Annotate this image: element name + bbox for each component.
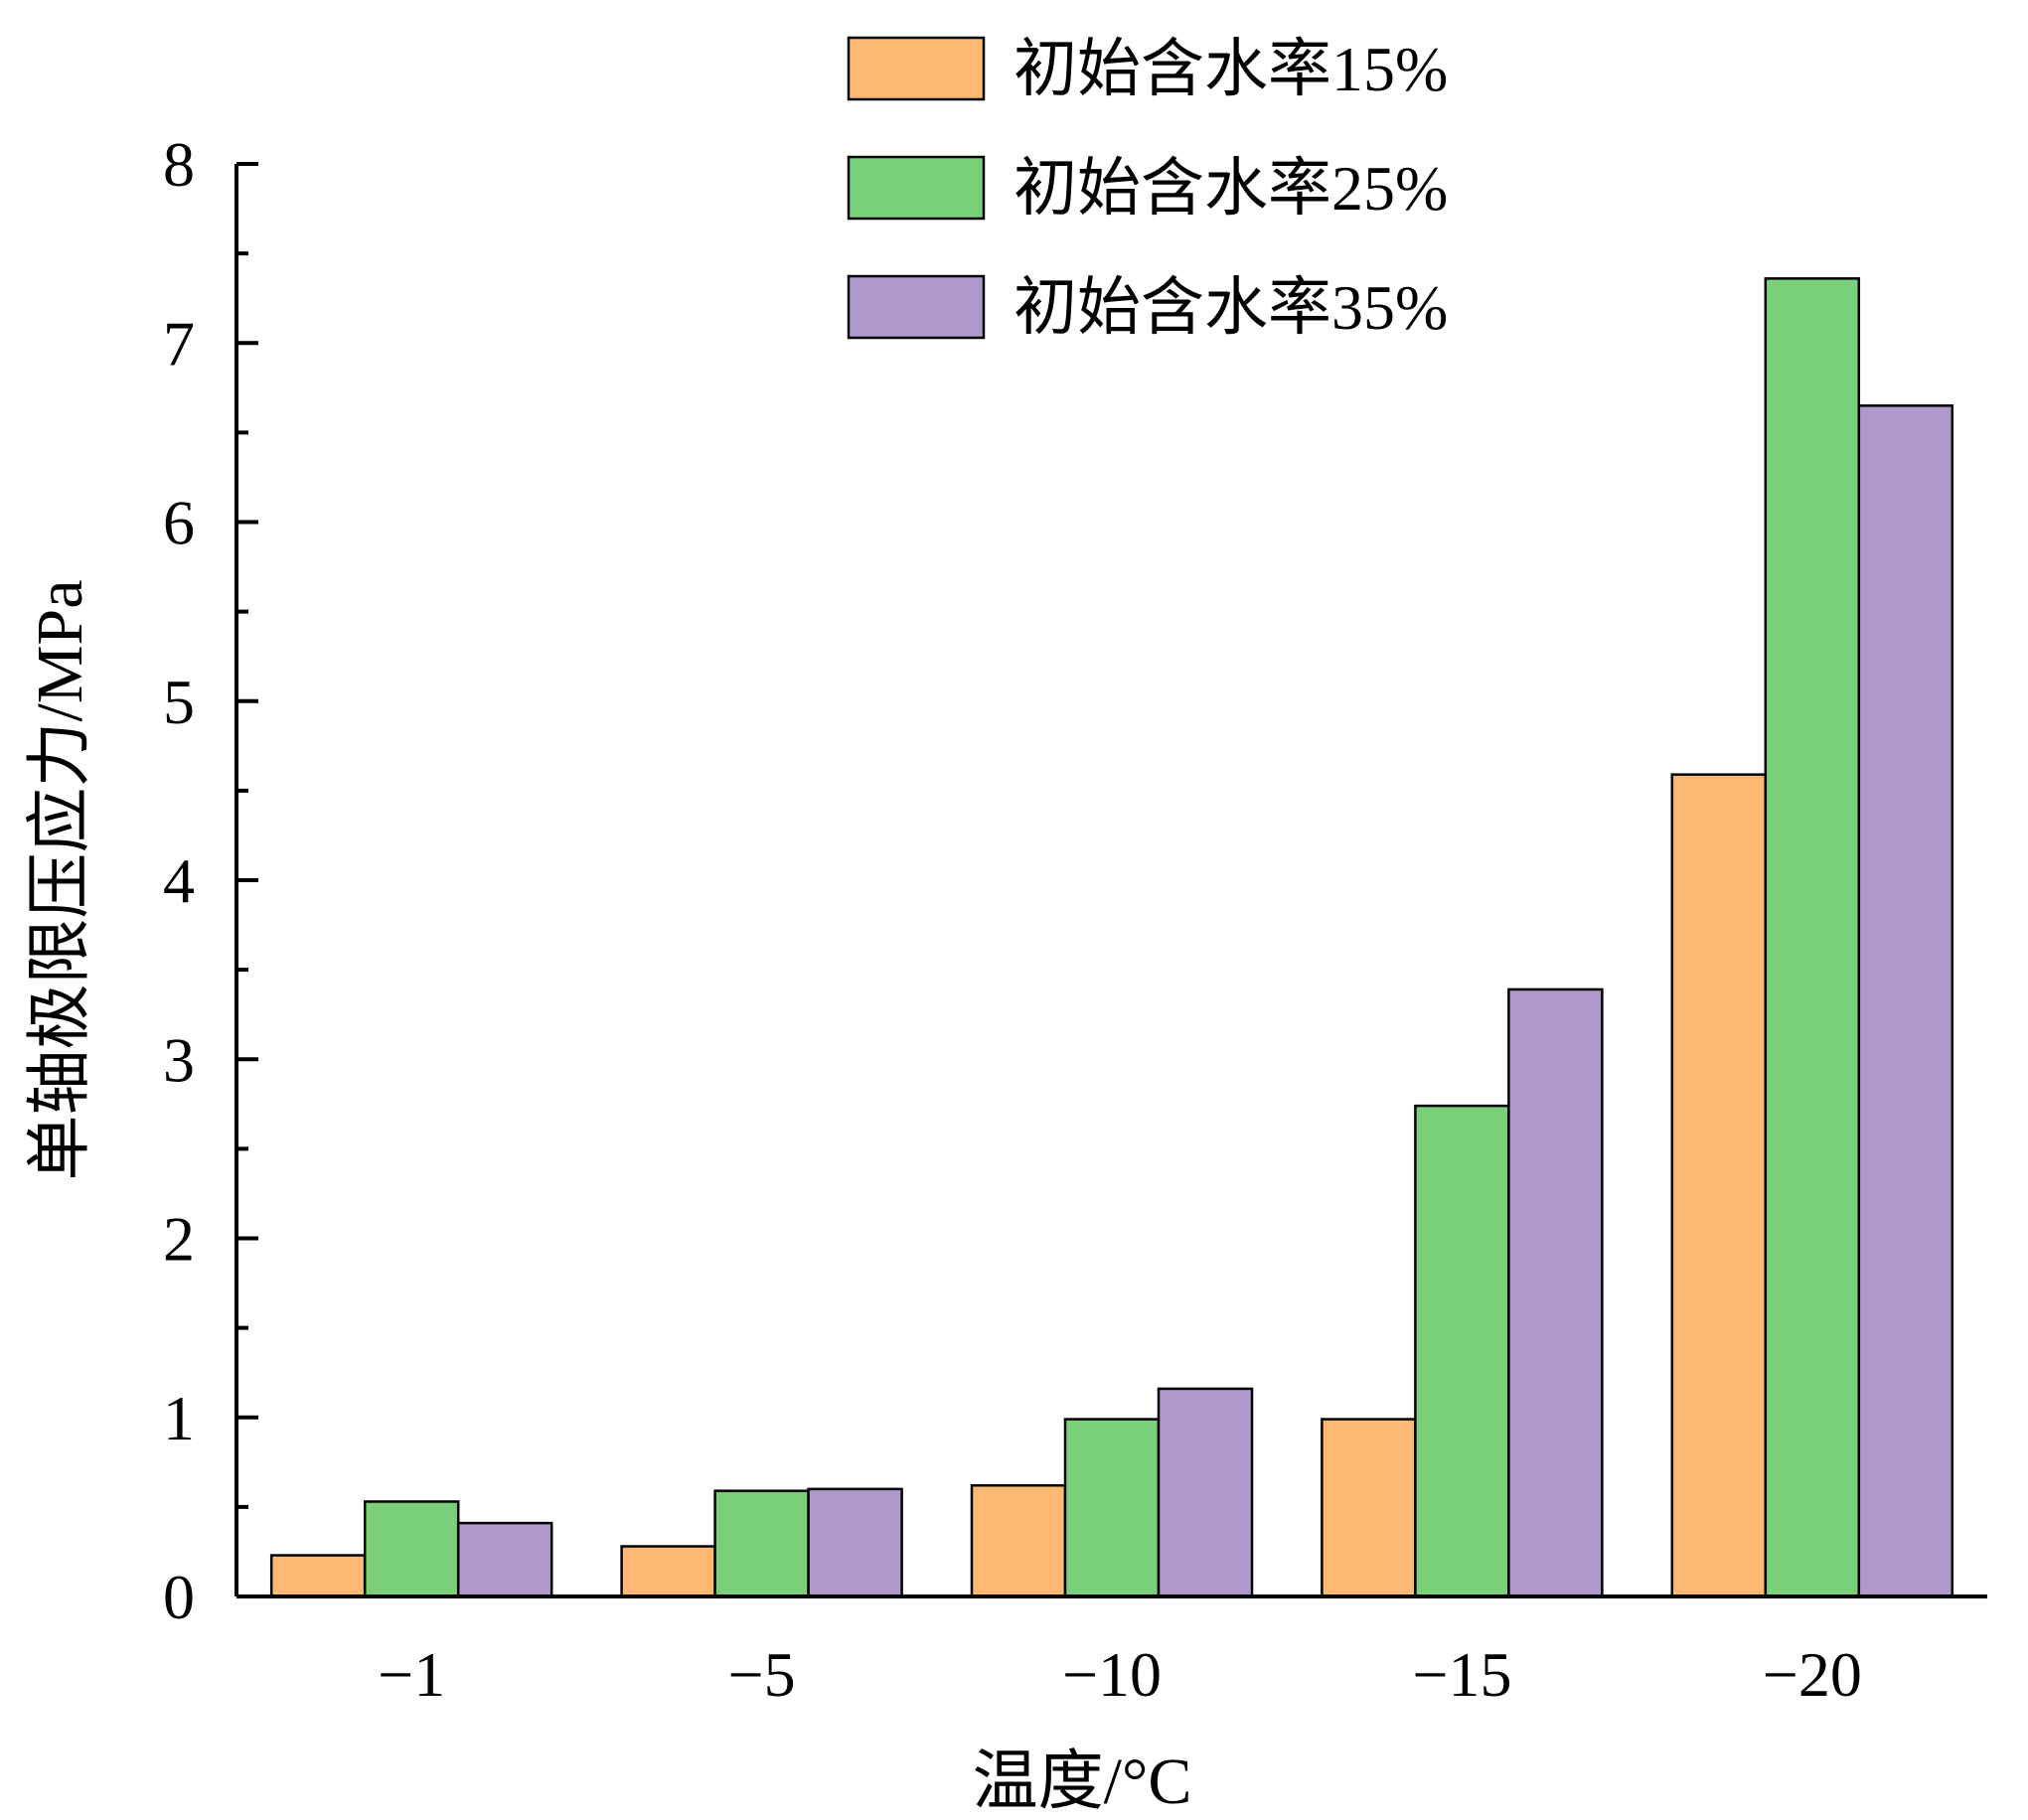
x-tick-label: −5 [728, 1639, 796, 1710]
x-axis-title: 温度/°C [973, 1745, 1192, 1818]
y-tick-label: 5 [163, 667, 195, 737]
bar-4-series-2 [1414, 1104, 1510, 1598]
y-ticks: 0 1 2 3 4 5 6 7 8 [163, 129, 258, 1632]
y-tick-label: 3 [163, 1024, 195, 1095]
legend-swatch-1 [847, 36, 986, 101]
bar-3-series-2 [1063, 1418, 1161, 1598]
bar-1-series-1 [269, 1554, 367, 1598]
bar-5-series-1 [1670, 773, 1768, 1598]
y-tick-label: 7 [163, 308, 195, 379]
bar-2-series-3 [807, 1487, 903, 1598]
bar-3-series-1 [970, 1483, 1067, 1598]
bar-5-series-3 [1857, 404, 1954, 1598]
bar-5-series-2 [1764, 277, 1861, 1598]
y-tick-label: 1 [163, 1383, 195, 1453]
y-tick-label: 8 [163, 129, 195, 200]
bar-2-series-2 [713, 1489, 810, 1598]
legend-label-2: 初始含水率25% [1014, 153, 1448, 224]
axes-layer: 0 1 2 3 4 5 6 7 8 −1 −5 −10 −15 −20 [163, 129, 1987, 1710]
y-tick-label: 4 [163, 845, 195, 916]
x-tick-label: −1 [378, 1639, 445, 1710]
y-axis-title: 单轴极限压应力/MPa [24, 579, 96, 1180]
y-tick-label: 2 [163, 1204, 195, 1275]
legend-label-1: 初始含水率15% [1014, 34, 1448, 104]
bars-layer [269, 277, 1954, 1598]
bar-4-series-1 [1321, 1418, 1417, 1598]
x-tick-label: −15 [1412, 1639, 1511, 1710]
legend-swatch-3 [847, 274, 986, 340]
legend-label-3: 初始含水率35% [1014, 272, 1448, 343]
bar-1-series-2 [363, 1500, 460, 1598]
y-tick-label: 6 [163, 488, 195, 558]
bar-1-series-3 [456, 1521, 553, 1598]
legend: 初始含水率15% 初始含水率25% 初始含水率35% [847, 34, 1448, 343]
bar-4-series-3 [1507, 987, 1604, 1598]
x-tick-label: −10 [1062, 1639, 1162, 1710]
legend-swatch-2 [847, 155, 986, 221]
x-tick-label: −20 [1763, 1639, 1862, 1710]
x-ticks: −1 −5 −10 −15 −20 [378, 1639, 1862, 1710]
bar-3-series-3 [1157, 1387, 1254, 1598]
y-tick-label: 0 [163, 1562, 195, 1632]
bar-2-series-1 [620, 1545, 716, 1598]
